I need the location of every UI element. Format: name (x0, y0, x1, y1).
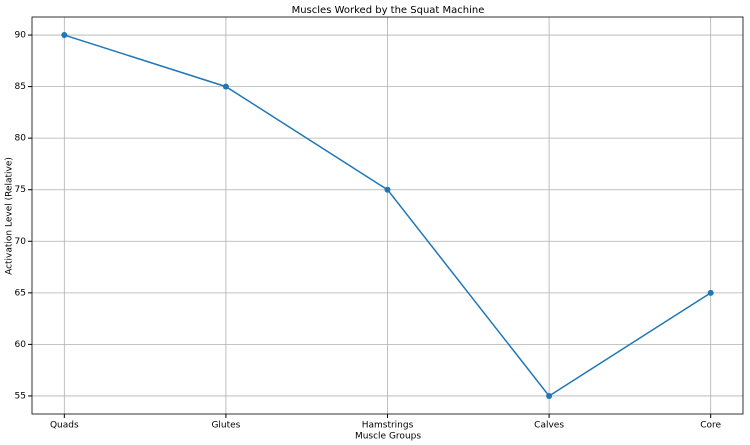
y-tick-label: 60 (15, 340, 27, 350)
y-tick-label: 65 (15, 288, 26, 298)
x-tick-label: Quads (50, 421, 79, 431)
chart-title: Muscles Worked by the Squat Machine (292, 5, 485, 16)
point (707, 289, 714, 296)
x-tick-label: Calves (534, 421, 564, 431)
y-tick-label: 80 (15, 134, 27, 144)
y-tick-label: 70 (15, 237, 27, 247)
point (61, 32, 68, 39)
plot-frame (31, 16, 744, 415)
x-tick-label: Glutes (211, 421, 240, 431)
x-tick-label: Hamstrings (362, 421, 414, 431)
y-tick-label: 90 (15, 31, 27, 41)
y-axis-label: Activation Level (Relative) (5, 157, 15, 275)
y-tick-label: 55 (15, 391, 26, 401)
x-axis-label: Muscle Groups (355, 432, 421, 442)
point (546, 392, 553, 399)
y-tick-label: 85 (15, 82, 26, 92)
point (384, 186, 391, 193)
y-tick-label: 75 (15, 185, 26, 195)
point (222, 83, 229, 90)
x-tick-label: Core (700, 421, 721, 431)
